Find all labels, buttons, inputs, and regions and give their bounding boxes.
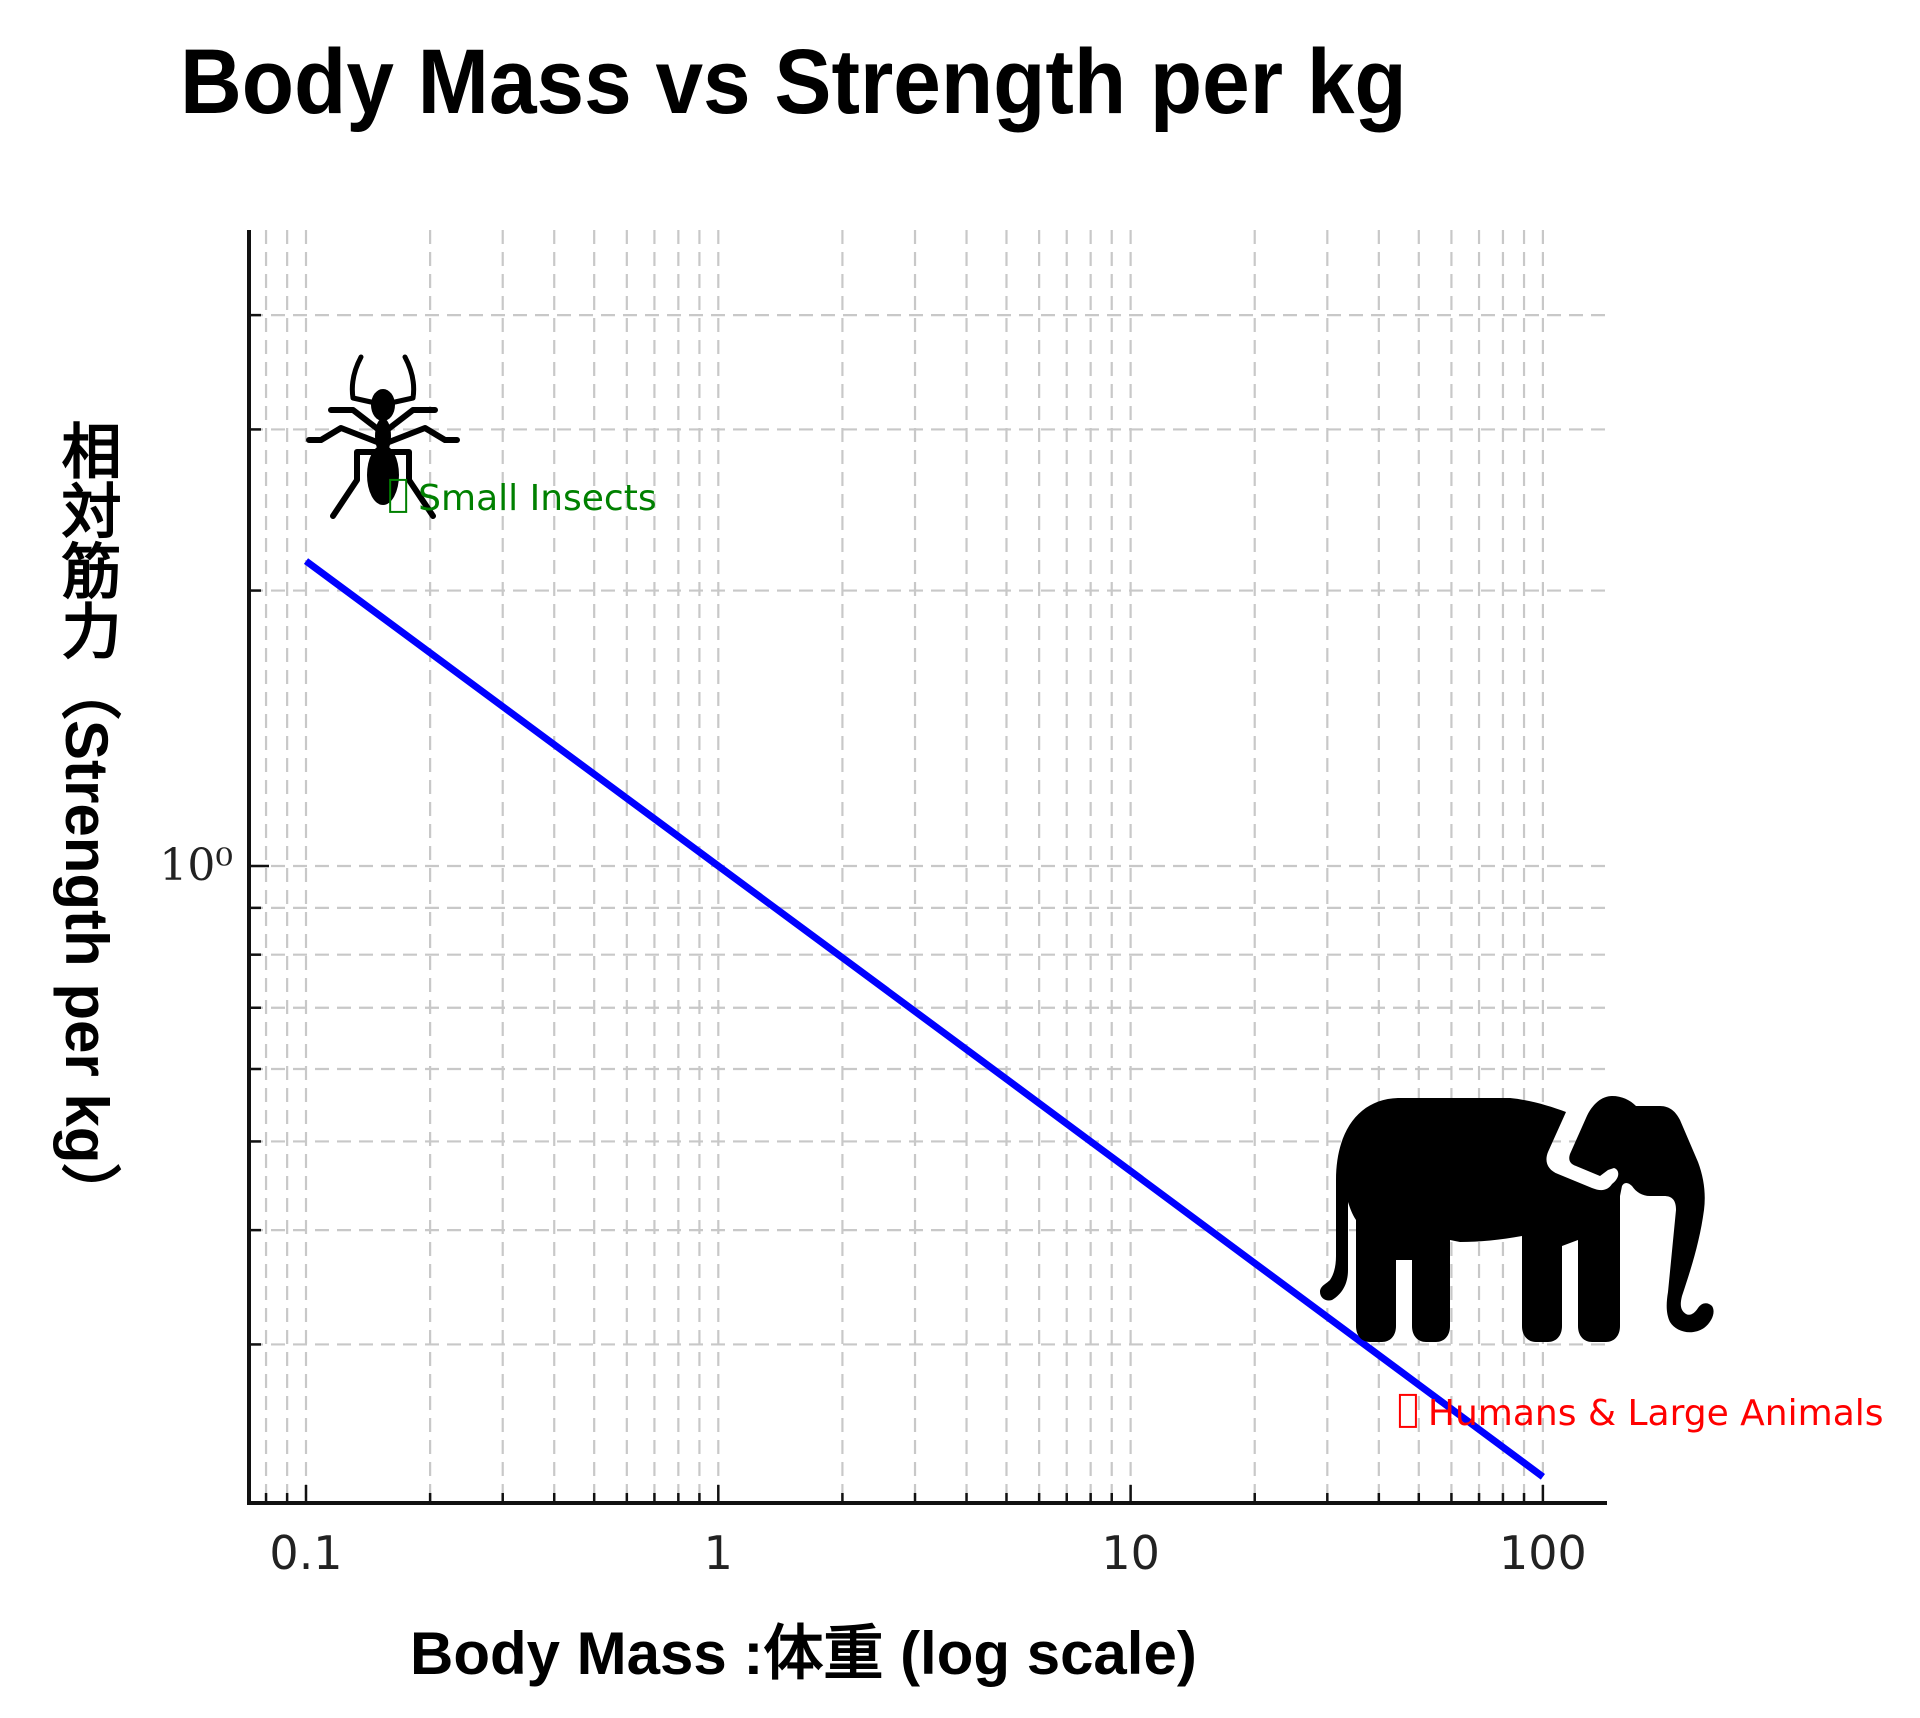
annotation: Small Insects xyxy=(389,478,657,519)
elephant-icon xyxy=(1320,1096,1714,1342)
annotation: Humans & Large Animals xyxy=(1398,1393,1884,1434)
x-tick-label: 100 xyxy=(1499,1526,1587,1580)
series-line xyxy=(303,558,1545,1480)
ant-icon xyxy=(306,354,460,519)
y-tick-label: 10⁰ xyxy=(159,840,233,891)
series xyxy=(303,558,1545,1480)
annotations: Small Insects Humans & Large Animals xyxy=(389,478,1884,1434)
x-tick-label: 1 xyxy=(704,1526,733,1580)
x-tick-label: 0.1 xyxy=(269,1526,342,1580)
y-axis-label: 相対筋力（Strength per kg） xyxy=(53,420,120,1224)
annotation-label: Humans & Large Animals xyxy=(1428,1393,1884,1434)
missing-glyph-box xyxy=(389,478,408,513)
annotation-label: Small Insects xyxy=(418,478,656,519)
missing-glyph-box xyxy=(1398,1393,1417,1428)
x-axis-label: Body Mass :体重 (log scale) xyxy=(410,1620,1197,1687)
axes xyxy=(247,230,1607,1505)
ticks xyxy=(249,313,1545,1503)
chart-title: Body Mass vs Strength per kg xyxy=(180,31,1407,133)
tick-labels: 0.1 1 10 100 10⁰ xyxy=(159,840,1586,1580)
x-tick-label: 10 xyxy=(1101,1526,1160,1580)
